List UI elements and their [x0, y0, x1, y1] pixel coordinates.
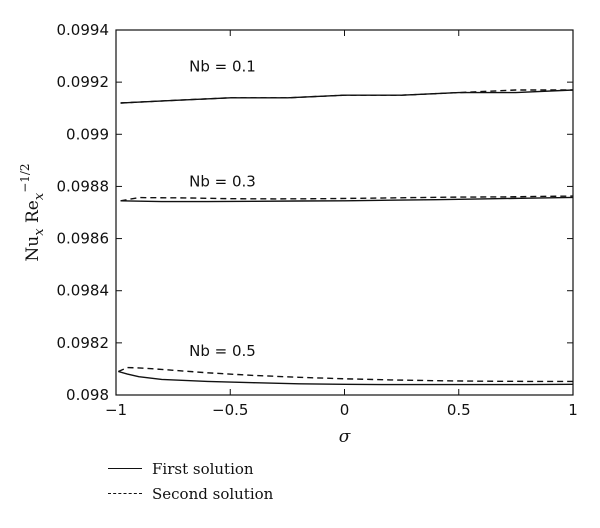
series-line-03-second [120, 195, 574, 202]
series-annotations: Nb = 0.1 Nb = 0.3 Nb = 0.5 [189, 58, 256, 360]
legend-item-second-solution: Second solution [108, 481, 273, 506]
x-tick-label: −0.5 [212, 401, 248, 419]
y-axis-label-text: Nux Rex−1/2 [18, 163, 47, 261]
y-tick-label: 0.0982 [57, 334, 110, 352]
x-tick-label: 0 [340, 401, 350, 419]
x-tick-label: −1 [105, 401, 127, 419]
series-line-05-second [118, 366, 573, 383]
axis-ticks: −1 −0.5 0 0.5 1 0.098 0.0982 0.0984 0.0986 0.0988… [57, 21, 578, 419]
x-axis-label: σ [339, 427, 351, 447]
y-tick-label: 0.0992 [57, 73, 110, 91]
y-tick-label: 0.0988 [57, 177, 110, 195]
y-axis-label: Nux Rex−1/2 [18, 163, 47, 261]
series-annotation: Nb = 0.5 [189, 342, 256, 360]
y-tick-label: 0.0994 [57, 21, 110, 39]
series-line-03-first [120, 196, 574, 203]
legend-label-second-solution: Second solution [152, 484, 274, 503]
x-tick-label: 0.5 [447, 401, 471, 419]
legend: First solution Second solution [108, 456, 273, 506]
series-line-01-second [120, 89, 573, 104]
legend-label-first-solution: First solution [152, 459, 254, 478]
series-line-01-first [120, 89, 574, 104]
y-tick-label: 0.099 [66, 125, 109, 143]
x-tick-label: 1 [568, 401, 578, 419]
plot-area-frame [115, 29, 574, 396]
dashed-line-swatch-icon [108, 493, 142, 494]
series-annotation: Nb = 0.1 [189, 58, 256, 76]
y-tick-label: 0.098 [66, 386, 109, 404]
y-tick-label: 0.0984 [57, 282, 110, 300]
legend-item-first-solution: First solution [108, 456, 273, 481]
solid-line-swatch-icon [108, 468, 142, 469]
series-annotation: Nb = 0.3 [189, 172, 256, 190]
y-tick-label: 0.0986 [57, 230, 110, 248]
series-lines [118, 89, 574, 386]
series-line-05-first [118, 370, 574, 386]
